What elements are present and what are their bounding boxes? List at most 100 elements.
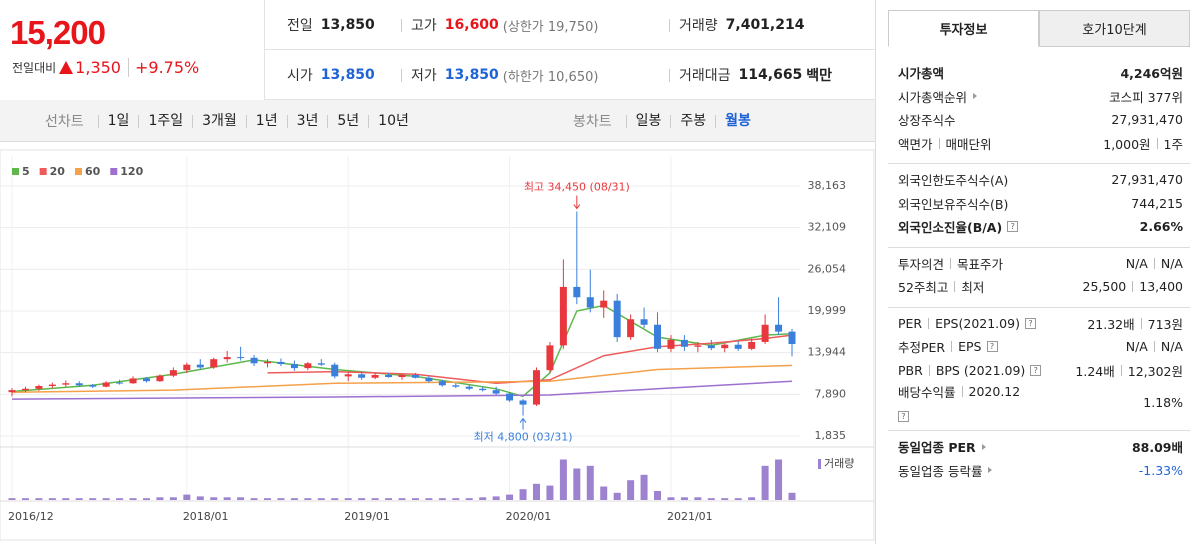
volume-bar xyxy=(156,497,164,500)
volume-bar xyxy=(694,497,702,500)
period-button[interactable]: 5년 xyxy=(327,114,368,128)
volume-bar xyxy=(761,465,769,500)
value-part: 4,246억원 xyxy=(1120,66,1183,82)
change-rate: +9.75% xyxy=(127,58,199,77)
value-part: N/A xyxy=(1160,255,1183,271)
candle-body xyxy=(223,357,231,360)
info-label: 시가총액 xyxy=(898,63,944,82)
label-part: 52주최고 xyxy=(898,280,949,296)
period-button[interactable]: 3개월 xyxy=(192,114,246,128)
help-icon[interactable]: ? xyxy=(986,341,998,353)
volume-bar xyxy=(654,491,662,500)
period-button[interactable]: 3년 xyxy=(286,114,328,128)
candle-body xyxy=(425,377,433,382)
candle-period-button[interactable]: 주봉 xyxy=(670,114,715,128)
label-part: PBR xyxy=(898,362,923,378)
volume-bar xyxy=(344,498,352,500)
volume-bar xyxy=(519,489,527,500)
candle-body xyxy=(277,361,285,364)
volume-bar xyxy=(667,497,675,500)
period-button[interactable]: 1년 xyxy=(245,114,287,128)
help-icon[interactable]: ? xyxy=(1030,364,1042,376)
legend-label: 20 xyxy=(50,165,66,178)
info-label: 외국인한도주식수(A) xyxy=(898,170,1008,189)
info-label: 동일업종 등락률 xyxy=(898,461,993,480)
candle-body xyxy=(438,381,446,386)
moving-average-line xyxy=(11,364,793,393)
quote-label: 거래량 xyxy=(679,18,718,34)
volume-bar xyxy=(734,498,742,500)
volume-bar xyxy=(438,498,446,500)
quote-row: 전일 13,850 고가 16,600 (상한가 19,750) 거래량 7,401,214 xyxy=(265,0,876,50)
candle-body xyxy=(156,375,164,382)
quote-cell: 거래량 7,401,214 xyxy=(669,0,804,50)
info-value: 코스피 377위 xyxy=(1109,87,1183,106)
up-triangle xyxy=(59,61,74,74)
info-value: N/A N/A xyxy=(1126,339,1183,354)
separator xyxy=(938,137,940,149)
volume-bar xyxy=(600,486,608,500)
label-part: 동일업종 PER xyxy=(898,440,976,456)
separator xyxy=(1132,281,1134,293)
quote-cell: 저가 13,850 (하한가 10,650) xyxy=(401,50,598,100)
info-label: 배당수익률 2020.12? xyxy=(898,382,1031,422)
help-icon[interactable]: ? xyxy=(1024,317,1036,329)
volume-bar xyxy=(142,498,150,500)
candle-body xyxy=(519,400,527,405)
separator xyxy=(951,341,953,353)
quote-value: 114,665 xyxy=(738,67,803,83)
volume-bar xyxy=(492,496,500,500)
volume-legend-swatch xyxy=(818,459,821,469)
y-tick-label: 13,944 xyxy=(808,346,847,359)
quote-label: 고가 xyxy=(411,18,437,34)
candle-body xyxy=(196,364,204,368)
candle-chart-label: 봉차트 xyxy=(573,114,612,130)
help-icon[interactable]: ? xyxy=(1007,221,1019,233)
info-label: PER EPS(2021.09)? xyxy=(898,316,1036,331)
period-button[interactable]: 1일 xyxy=(97,114,139,128)
info-section: PER EPS(2021.09)? 21.32배 713원 추정PER EPS? N/A N/… xyxy=(888,308,1190,431)
info-value: 25,500 13,400 xyxy=(1083,279,1184,294)
candle-body xyxy=(210,359,218,368)
y-tick-label: 1,835 xyxy=(815,429,847,442)
volume-bar xyxy=(707,498,715,500)
legend-label: 5 xyxy=(22,165,30,178)
line-chart-group: 선차트 1일 1주일 3개월 1년 3년 5년 10년 xyxy=(45,100,418,142)
volume-bar xyxy=(532,483,540,500)
help-icon[interactable]: ? xyxy=(898,411,909,422)
volume-bar xyxy=(129,498,137,500)
info-section: 투자의견 목표주가 N/A N/A 52주최고 최저 25,500 13,400 xyxy=(888,248,1190,308)
separator xyxy=(928,364,930,376)
tab[interactable]: 호가10단계 xyxy=(1039,10,1190,47)
candle-period-button[interactable]: 월봉 xyxy=(715,114,760,128)
label-part: EPS xyxy=(958,339,982,355)
separator xyxy=(1120,364,1122,376)
candle-period-button[interactable]: 일봉 xyxy=(625,114,671,128)
volume-bar xyxy=(35,498,43,500)
candle-body xyxy=(586,297,594,308)
info-value: -1.33% xyxy=(1139,463,1183,478)
candle-body xyxy=(89,385,97,387)
tab[interactable]: 투자정보 xyxy=(888,10,1039,47)
separator xyxy=(954,281,956,293)
current-price: 15,200 xyxy=(10,14,106,51)
candle-body xyxy=(237,357,245,359)
value-part: 2.66% xyxy=(1139,219,1183,235)
arrow-icon xyxy=(973,93,978,100)
info-section: 동일업종 PER 88.09배 동일업종 등락률 -1.33% xyxy=(888,431,1190,490)
value-part: 27,931,470 xyxy=(1111,172,1183,188)
label-part: 배당수익률 xyxy=(898,385,956,400)
period-button[interactable]: 1주일 xyxy=(138,114,192,128)
label-part: 매매단위 xyxy=(945,136,992,152)
y-tick-label: 38,163 xyxy=(808,179,847,192)
info-value: 1,000원 1주 xyxy=(1103,134,1183,153)
candle-body xyxy=(102,382,110,387)
volume-bar xyxy=(559,459,567,500)
value-part: 13,400 xyxy=(1139,279,1183,295)
period-button[interactable]: 10년 xyxy=(368,114,418,128)
label-part: 외국인소진율(B/A) xyxy=(898,220,1003,236)
info-value: 2.66% xyxy=(1140,219,1183,234)
volume-bar xyxy=(290,498,298,500)
plot-frame xyxy=(0,149,875,541)
info-label: 동일업종 PER xyxy=(898,437,986,456)
